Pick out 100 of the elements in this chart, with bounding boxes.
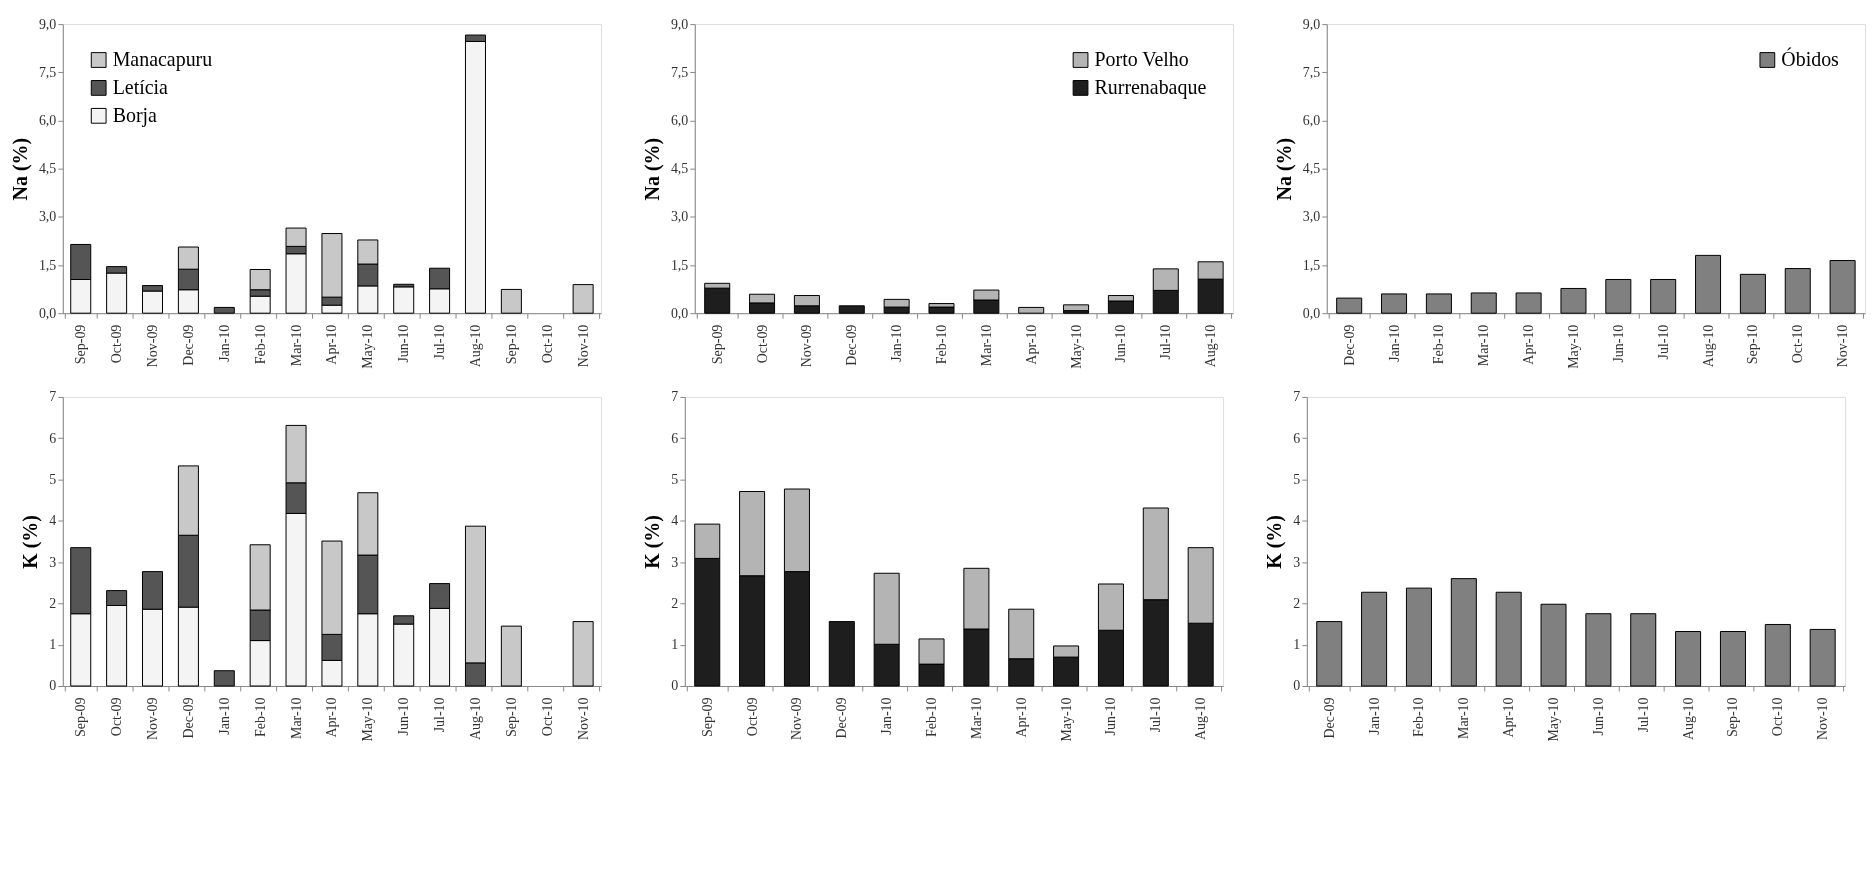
x-tick-label: Nov-10 bbox=[575, 324, 591, 368]
x-tick-label: Apr-10 bbox=[324, 324, 340, 365]
x-tick-label: Jun-10 bbox=[1103, 697, 1119, 736]
y-tick-label: 1,5 bbox=[670, 257, 689, 273]
x-tick-label: Oct-09 bbox=[109, 324, 125, 364]
y-tick-label: 5 bbox=[671, 472, 679, 488]
x-tick-label: Dec-09 bbox=[180, 324, 196, 366]
x-tick-label: Apr-10 bbox=[1521, 324, 1537, 365]
x-tick-label: Feb-10 bbox=[252, 324, 268, 365]
x-tick-label: Sep-09 bbox=[73, 324, 89, 365]
legend-label: Porto Velho bbox=[1094, 47, 1189, 70]
x-tick-label: Jan-10 bbox=[879, 697, 895, 735]
x-tick-label: Sep-09 bbox=[709, 324, 725, 365]
y-tick-label: 7 bbox=[1293, 389, 1301, 405]
x-tick-label: Jan-10 bbox=[216, 697, 232, 735]
x-tick-label: Jan-10 bbox=[1386, 324, 1402, 362]
bar bbox=[393, 286, 415, 314]
y-axis-title: K (%) bbox=[1263, 515, 1287, 569]
x-tick-label: Oct-10 bbox=[1770, 697, 1786, 737]
x-tick-label: Jun-10 bbox=[1590, 697, 1606, 736]
x-tick-label: Dec-09 bbox=[1321, 697, 1337, 739]
y-tick-label: 6 bbox=[49, 430, 57, 446]
x-tick-label: Jan-10 bbox=[1366, 697, 1382, 735]
y-tick-label: 6 bbox=[1293, 430, 1301, 446]
y-tick-label: 5 bbox=[1293, 472, 1301, 488]
x-tick-label: Feb-10 bbox=[1431, 324, 1447, 365]
y-axis-title: K (%) bbox=[641, 515, 665, 569]
x-tick-label: Mar-10 bbox=[978, 324, 994, 367]
y-tick-label: 3,0 bbox=[38, 209, 57, 225]
y-tick-label: 9,0 bbox=[38, 16, 57, 32]
x-tick-label: Mar-10 bbox=[1456, 697, 1472, 739]
legend-label: Borja bbox=[112, 103, 158, 127]
y-tick-label: 7,5 bbox=[670, 64, 689, 80]
y-tick-label: 3,0 bbox=[670, 209, 689, 225]
x-tick-label: Apr-10 bbox=[1501, 697, 1517, 738]
y-tick-label: 1 bbox=[1293, 637, 1301, 653]
x-tick-label: Jul-10 bbox=[432, 324, 448, 360]
y-axis-title: Na (%) bbox=[8, 137, 32, 201]
x-tick-label: Sep-10 bbox=[503, 697, 519, 737]
x-tick-label: Apr-10 bbox=[1023, 324, 1039, 365]
y-axis-title: K (%) bbox=[19, 515, 43, 569]
y-tick-label: 4 bbox=[671, 513, 679, 529]
x-tick-label: Nov-10 bbox=[575, 697, 591, 741]
y-tick-label: 6,0 bbox=[670, 112, 689, 128]
x-tick-label: Dec-09 bbox=[180, 697, 196, 739]
x-tick-label: Jun-10 bbox=[396, 697, 412, 736]
bar bbox=[572, 284, 594, 314]
bar bbox=[838, 305, 865, 314]
x-tick-label: Aug-10 bbox=[1203, 324, 1219, 368]
y-tick-label: 2 bbox=[671, 595, 679, 611]
y-tick-label: 0 bbox=[671, 678, 679, 694]
y-tick-label: 0,0 bbox=[670, 305, 689, 321]
x-tick-label: May-10 bbox=[360, 697, 376, 742]
x-tick-label: Oct-10 bbox=[539, 697, 555, 737]
y-tick-label: 1,5 bbox=[1302, 257, 1321, 273]
x-tick-label: Oct-10 bbox=[539, 324, 555, 364]
y-tick-label: 6,0 bbox=[1302, 112, 1321, 128]
x-tick-label: Dec-09 bbox=[844, 324, 860, 366]
legend-label: Rurrenabaque bbox=[1094, 75, 1207, 99]
x-tick-label: Aug-10 bbox=[467, 324, 483, 368]
x-tick-label: Nov-10 bbox=[1815, 697, 1831, 741]
x-tick-label: Jul-10 bbox=[1158, 324, 1174, 360]
x-tick-label: Mar-10 bbox=[968, 697, 984, 739]
bar bbox=[213, 670, 235, 687]
x-tick-label: May-10 bbox=[1546, 697, 1562, 742]
y-tick-label: 2 bbox=[49, 595, 57, 611]
x-tick-label: May-10 bbox=[360, 324, 376, 369]
x-tick-label: May-10 bbox=[1058, 697, 1074, 742]
y-tick-label: 4 bbox=[1293, 513, 1301, 529]
x-tick-label: Nov-09 bbox=[145, 324, 160, 368]
x-tick-label: Mar-10 bbox=[1476, 324, 1492, 367]
x-tick-label: Feb-10 bbox=[1411, 697, 1427, 737]
y-tick-label: 9,0 bbox=[1302, 16, 1321, 32]
x-tick-label: Sep-09 bbox=[699, 697, 715, 737]
x-tick-label: Oct-09 bbox=[744, 697, 760, 737]
x-tick-label: Jun-10 bbox=[1610, 324, 1626, 363]
bar bbox=[572, 621, 594, 687]
y-tick-label: 3 bbox=[1293, 554, 1301, 570]
y-tick-label: 0 bbox=[1293, 678, 1301, 694]
x-tick-label: Jul-10 bbox=[1148, 697, 1164, 733]
x-tick-label: Apr-10 bbox=[324, 697, 340, 738]
y-tick-label: 9,0 bbox=[670, 16, 689, 32]
x-tick-label: Sep-09 bbox=[73, 697, 89, 737]
x-tick-label: Nov-09 bbox=[789, 697, 805, 741]
y-tick-label: 0,0 bbox=[1302, 305, 1321, 321]
x-tick-label: Oct-10 bbox=[1790, 324, 1806, 364]
y-tick-label: 6,0 bbox=[38, 112, 57, 128]
y-tick-label: 7,5 bbox=[38, 64, 57, 80]
bar bbox=[704, 287, 731, 314]
x-tick-label: Aug-10 bbox=[1700, 324, 1716, 368]
x-tick-label: May-10 bbox=[1565, 324, 1581, 369]
y-tick-label: 7,5 bbox=[1302, 64, 1321, 80]
x-tick-label: Jun-10 bbox=[1113, 324, 1129, 363]
legend-label: Manacapuru bbox=[112, 47, 213, 71]
x-tick-label: Dec-09 bbox=[1341, 324, 1357, 366]
x-tick-label: Jun-10 bbox=[396, 324, 412, 363]
x-tick-label: May-10 bbox=[1068, 324, 1084, 369]
x-tick-label: Jul-10 bbox=[1655, 324, 1671, 360]
x-tick-label: Nov-09 bbox=[145, 697, 160, 741]
bar bbox=[500, 625, 522, 687]
